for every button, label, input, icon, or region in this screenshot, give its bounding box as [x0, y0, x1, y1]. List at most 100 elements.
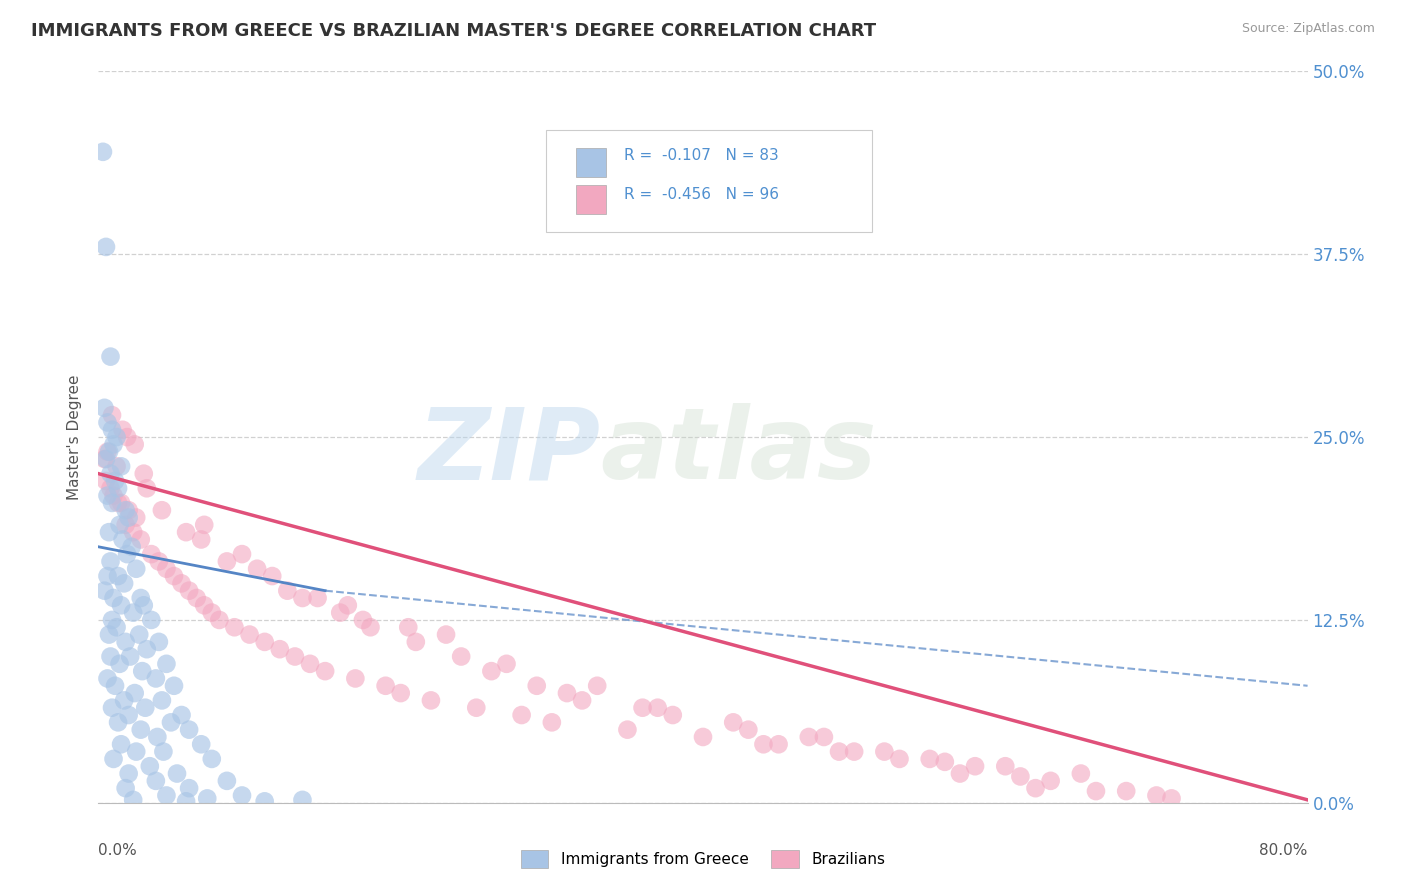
Point [114, 781, 136, 796]
Point [107, 569, 129, 583]
Point [253, 635, 276, 649]
Point [201, 606, 224, 620]
Point [510, 708, 533, 723]
Point [692, 730, 714, 744]
Point [98, 627, 121, 641]
Point [96, 672, 118, 686]
Point [128, 627, 150, 641]
Point [160, 715, 183, 730]
Point [647, 700, 669, 714]
Point [150, 693, 173, 707]
Point [107, 481, 129, 495]
Point [114, 517, 136, 532]
Point [139, 759, 162, 773]
Point [555, 686, 578, 700]
Point [269, 642, 291, 657]
Point [101, 496, 124, 510]
Point [96, 489, 118, 503]
Point [208, 613, 231, 627]
Point [155, 657, 177, 671]
Point [111, 533, 134, 547]
Point [104, 679, 127, 693]
Point [166, 766, 188, 780]
Point [101, 613, 124, 627]
Text: Source: ZipAtlas.com: Source: ZipAtlas.com [1241, 22, 1375, 36]
Point [329, 606, 352, 620]
Point [661, 708, 683, 723]
Point [179, 583, 201, 598]
Point [170, 708, 193, 723]
Point [105, 459, 128, 474]
Point [195, 791, 218, 805]
Legend: Immigrants from Greece, Brazilians: Immigrants from Greece, Brazilians [520, 850, 886, 868]
Point [616, 723, 638, 737]
Point [1085, 784, 1108, 798]
Point [93, 452, 115, 467]
Text: R =  -0.107   N = 83: R = -0.107 N = 83 [624, 148, 779, 163]
Point [934, 755, 956, 769]
Point [118, 766, 141, 780]
Point [148, 554, 170, 568]
Point [918, 752, 941, 766]
Point [132, 467, 155, 481]
Text: R =  -0.456   N = 96: R = -0.456 N = 96 [624, 186, 779, 202]
Text: ZIP: ZIP [418, 403, 600, 500]
Point [631, 700, 654, 714]
Point [586, 679, 609, 693]
Point [105, 430, 128, 444]
Point [813, 730, 835, 744]
Point [450, 649, 472, 664]
Point [215, 773, 238, 788]
Bar [576, 185, 606, 214]
Point [103, 591, 125, 605]
Point [179, 723, 201, 737]
Point [121, 540, 143, 554]
Point [96, 416, 118, 430]
Point [336, 599, 359, 613]
Point [190, 533, 212, 547]
Point [201, 752, 224, 766]
Point [307, 591, 329, 605]
Point [104, 474, 127, 488]
Point [96, 444, 118, 458]
Point [284, 649, 307, 664]
Point [129, 533, 152, 547]
Point [129, 723, 152, 737]
Point [752, 737, 775, 751]
Point [1039, 773, 1062, 788]
Point [276, 583, 298, 598]
Point [155, 562, 177, 576]
Point [101, 408, 124, 422]
Point [434, 627, 457, 641]
Point [103, 489, 125, 503]
Point [93, 583, 115, 598]
Point [405, 635, 427, 649]
Point [125, 510, 148, 524]
Point [101, 423, 124, 437]
Point [141, 547, 163, 561]
Point [465, 700, 488, 714]
Point [94, 452, 117, 467]
Point [291, 591, 314, 605]
Point [91, 145, 114, 159]
Point [994, 759, 1017, 773]
Point [100, 481, 122, 495]
Point [93, 401, 115, 415]
Point [103, 437, 125, 451]
Point [111, 423, 134, 437]
Point [129, 591, 152, 605]
Point [737, 723, 759, 737]
Point [170, 576, 193, 591]
Point [344, 672, 367, 686]
Point [374, 679, 396, 693]
Point [114, 635, 136, 649]
Point [122, 606, 145, 620]
Point [134, 700, 156, 714]
Point [481, 664, 503, 678]
Point [1115, 784, 1137, 798]
Point [120, 649, 142, 664]
Point [186, 591, 208, 605]
Point [135, 642, 157, 657]
Point [1024, 781, 1046, 796]
Point [112, 576, 135, 591]
